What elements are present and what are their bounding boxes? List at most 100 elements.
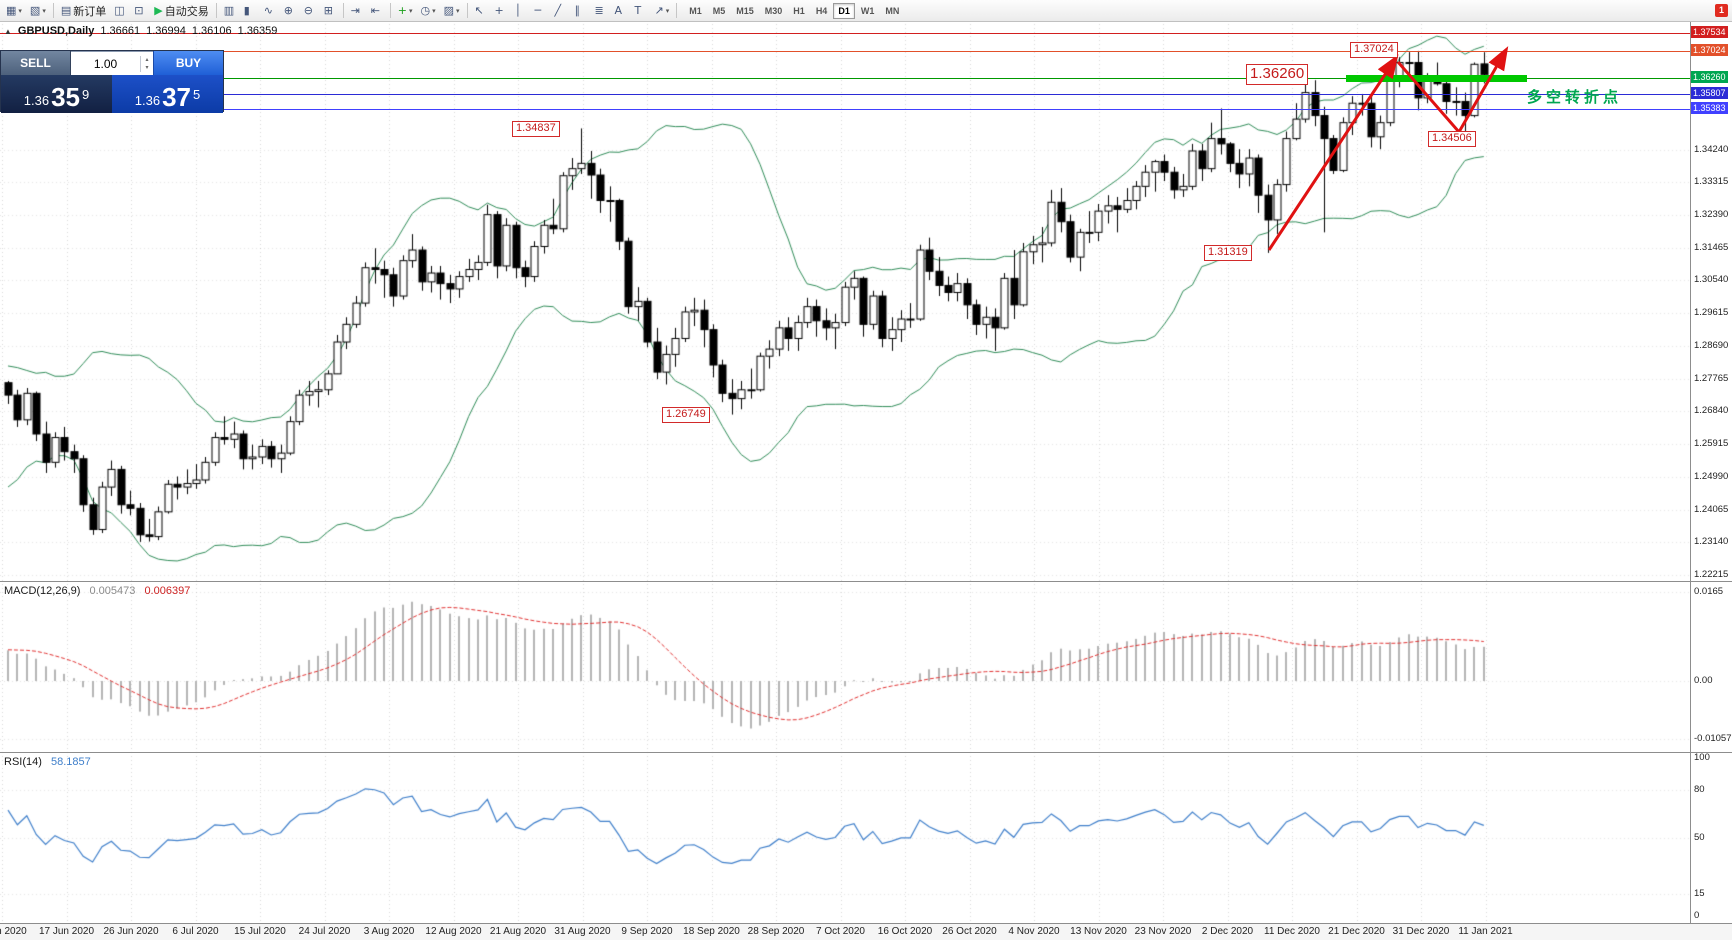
date-tick-label: 21 Dec 2020 (1328, 926, 1385, 937)
horizontal-line-tool-button[interactable]: ─ (531, 2, 551, 20)
macd-name: MACD(12,26,9) (4, 585, 81, 597)
line-chart-mode-button[interactable]: ∿ (260, 2, 280, 20)
timeframe-m15-button[interactable]: M15 (731, 3, 759, 19)
zoom-in-button[interactable]: ⊕ (280, 2, 300, 20)
timeframe-w1-button[interactable]: W1 (856, 3, 880, 19)
timeframe-mn-button[interactable]: MN (880, 3, 904, 19)
notification-badge[interactable]: 1 (1715, 4, 1728, 17)
price-tick-label: 1.28690 (1694, 339, 1729, 351)
macd-tick-label: 0.0165 (1694, 586, 1724, 597)
date-tick-label: 12 Aug 2020 (425, 926, 482, 937)
timeframe-m5-button[interactable]: M5 (708, 3, 731, 19)
price-callout-134506[interactable]: 1.34506 (1428, 131, 1476, 147)
ask-pips: 37 (162, 82, 191, 112)
resistance-line-137024[interactable] (0, 51, 1690, 52)
rsi-tick-label: 0 (1694, 910, 1700, 921)
time-axis[interactable]: 8 Jun 2020 17 Jun 2020 26 Jun 2020 6 Jul 20… (0, 923, 1732, 940)
channel-tool-button[interactable]: ∥ (571, 2, 591, 20)
autotrading-icon: ▶ (154, 4, 163, 17)
autotrading-label: 自动交易 (164, 5, 209, 18)
timeframe-d1-button[interactable]: D1 (833, 2, 855, 19)
one-click-trading-panel: SELL 1.00 ▴ ▾ BUY 1.36 35 9 1.36 37 5 (0, 50, 224, 113)
price-tick-label: 1.23140 (1694, 536, 1729, 548)
volume-field[interactable]: 1.00 ▴ ▾ (71, 51, 153, 75)
volume-increase[interactable]: ▴ (145, 56, 149, 63)
date-tick-label: 26 Oct 2020 (942, 926, 997, 937)
date-tick-label: 24 Jul 2020 (298, 926, 351, 937)
new-chart-button[interactable]: ▦ ▾ (2, 2, 26, 20)
fibonacci-tool-button[interactable]: ≣ (591, 2, 611, 20)
arrows-tool-button[interactable]: ↗ ▾ (651, 2, 674, 20)
autotrading-button[interactable]: ▶ 自动交易 (150, 2, 212, 20)
timeframe-m1-button[interactable]: M1 (684, 3, 707, 19)
new-order-icon: ▤ (60, 4, 72, 17)
macd-indicator-label: MACD(12,26,9) 0.005473 0.006397 (4, 585, 190, 597)
price-callout-137024[interactable]: 1.37024 (1350, 42, 1398, 58)
sell-button[interactable]: SELL (1, 51, 71, 75)
buy-button[interactable]: BUY (153, 51, 223, 75)
date-tick-label: 18 Sep 2020 (683, 926, 740, 937)
support-line-135807[interactable] (0, 94, 1690, 95)
zoom-out-button[interactable]: ⊖ (300, 2, 320, 20)
cursor-tool-icon: ↖ (474, 4, 484, 17)
date-tick-label: 6 Jul 2020 (172, 926, 219, 937)
text-label-tool-button[interactable]: T (631, 2, 651, 20)
indicators-list-button[interactable]: + ▾ (394, 2, 417, 20)
resistance-line-137534[interactable] (0, 33, 1690, 34)
price-callout-126749[interactable]: 1.26749 (662, 407, 710, 423)
channel-tool-icon: ∥ (574, 4, 581, 17)
trendline-tool-button[interactable]: ╱ (551, 2, 571, 20)
macd-signal-value: 0.006397 (144, 585, 191, 597)
date-tick-label: 13 Nov 2020 (1070, 926, 1127, 937)
chart-shift-button[interactable]: ⇤ (367, 2, 387, 20)
rsi-tick-label: 15 (1694, 888, 1705, 899)
terminal-window-button[interactable]: ⊡ (130, 2, 150, 20)
periods-button[interactable]: ◷ ▾ (416, 2, 439, 20)
caret-down-icon: ▾ (432, 7, 436, 15)
pivot-zone-line[interactable] (1346, 75, 1527, 82)
price-tick-label: 1.22215 (1694, 569, 1729, 580)
bar-chart-mode-button[interactable]: ▥ (220, 2, 240, 20)
price-callout-134837[interactable]: 1.34837 (512, 121, 560, 137)
rsi-value: 58.1857 (50, 756, 91, 768)
support-line-135383[interactable] (0, 109, 1690, 110)
chart-window-button[interactable]: ◫ (110, 2, 130, 20)
macd-pane-separator[interactable] (0, 581, 1732, 582)
text-tool-button[interactable]: A (611, 2, 631, 20)
templates-button[interactable]: ▨ ▾ (440, 2, 464, 20)
timeframe-h1-button[interactable]: H1 (788, 3, 810, 19)
pivot-text-label[interactable]: 多空转折点 (1527, 89, 1623, 106)
vertical-line-tool-icon: │ (514, 4, 522, 17)
auto-scroll-button[interactable]: ⇥ (347, 2, 367, 20)
ask-price-display[interactable]: 1.36 37 5 (112, 75, 223, 113)
timeframe-h4-button[interactable]: H4 (811, 3, 833, 19)
vertical-line-tool-button[interactable]: │ (511, 2, 531, 20)
bid-price-display[interactable]: 1.36 35 9 (1, 75, 112, 113)
bid-pips: 35 (51, 82, 80, 112)
chart-profiles-button[interactable]: ▧ ▾ (26, 2, 50, 20)
volume-value[interactable]: 1.00 (93, 56, 118, 71)
caret-down-icon: ▾ (18, 7, 22, 15)
cursor-tool-button[interactable]: ↖ (471, 2, 491, 20)
volume-decrease[interactable]: ▾ (145, 64, 149, 71)
price-callout-131319[interactable]: 1.31319 (1204, 245, 1252, 261)
price-line-label: 1.35383 (1691, 102, 1728, 115)
price-axis[interactable]: 1.34240 1.33315 1.32390 1.31465 1.30540 1.296… (1690, 22, 1732, 923)
candlestick-mode-button[interactable]: ▮ (240, 2, 260, 20)
price-callout-136260[interactable]: 1.36260 (1246, 64, 1309, 85)
one-click-panel-toggle[interactable]: ▲ (4, 26, 12, 36)
rsi-tick-label: 100 (1694, 752, 1710, 763)
price-tick-label: 1.26840 (1694, 405, 1729, 417)
caret-down-icon: ▾ (408, 7, 413, 15)
macd-tick-label: 0.00 (1694, 675, 1713, 686)
date-tick-label: 2 Dec 2020 (1201, 926, 1254, 937)
timeframe-m30-button[interactable]: M30 (760, 3, 788, 19)
tile-windows-button[interactable]: ⊞ (320, 2, 340, 20)
pivot-line-136260[interactable] (0, 78, 1690, 79)
date-tick-label: 11 Jan 2021 (1458, 926, 1513, 937)
new-order-button[interactable]: ▤ 新订单 (57, 2, 110, 20)
price-tick-label: 1.27765 (1694, 372, 1729, 384)
rsi-pane-separator[interactable] (0, 752, 1732, 753)
crosshair-tool-button[interactable]: + (491, 2, 511, 20)
